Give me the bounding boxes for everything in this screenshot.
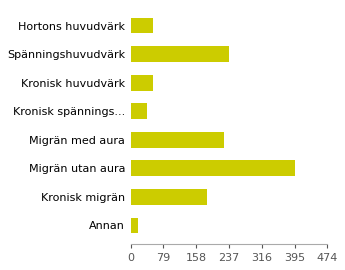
Bar — [131, 103, 147, 119]
Bar — [131, 189, 207, 205]
Bar — [131, 160, 295, 176]
Bar — [131, 75, 154, 90]
Bar — [131, 18, 154, 33]
Bar — [131, 46, 229, 62]
Bar — [131, 218, 138, 233]
Bar — [131, 132, 224, 148]
